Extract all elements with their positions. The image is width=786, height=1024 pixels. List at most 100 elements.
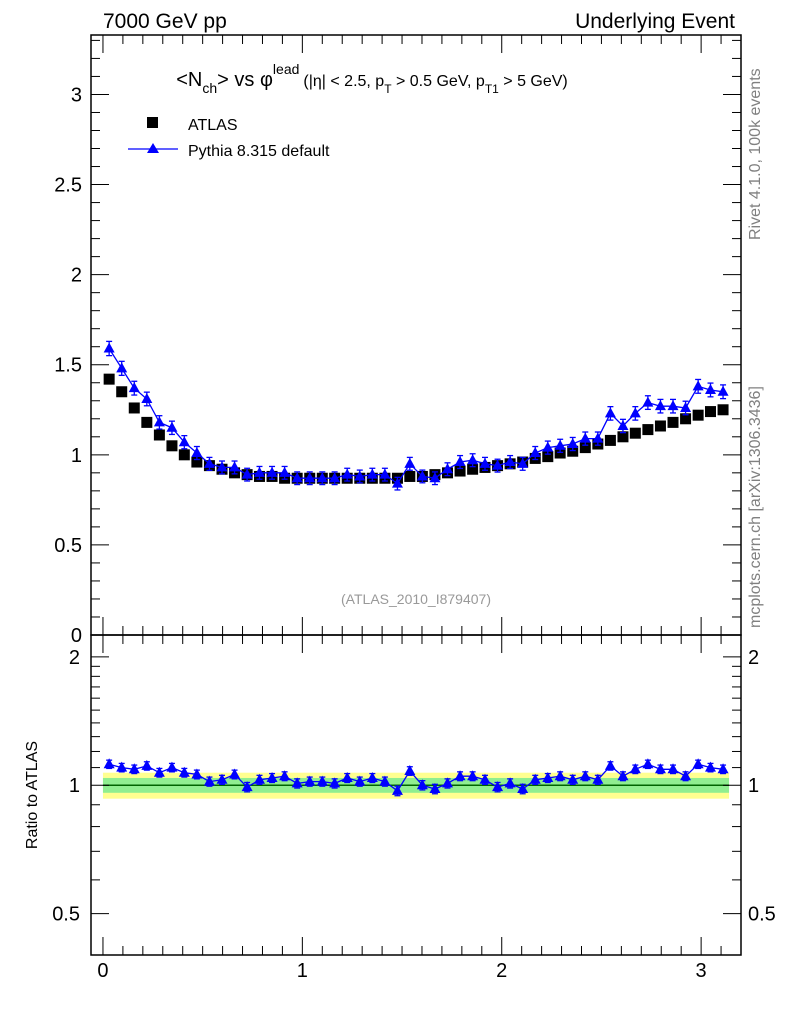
pythia-point [203, 457, 215, 468]
ratio-ytick-label-left: 0.5 [52, 904, 80, 926]
atlas-point [166, 440, 178, 452]
title-cuts: (|η| < 2.5, p [303, 73, 384, 90]
ratio-data-layer [103, 758, 729, 797]
ratio-point [429, 782, 441, 793]
pythia-point [454, 456, 466, 467]
chart-title: <Nch> vs φlead(|η| < 2.5, pT > 0.5 GeV, … [176, 61, 568, 96]
ratio-point [116, 761, 128, 772]
ratio-point [279, 770, 291, 781]
pythia-point [642, 396, 654, 407]
pythia-point [391, 477, 403, 488]
pythia-point [354, 470, 366, 481]
ratio-frame [90, 634, 742, 956]
ratio-point [629, 763, 641, 774]
pythia-point [517, 457, 529, 468]
main-data-layer [103, 340, 729, 491]
atlas-point [567, 445, 579, 457]
ratio-point [704, 761, 716, 772]
rivet-version-text: Rivet 4.1.0, 100k events [747, 68, 764, 240]
ratio-point [467, 770, 479, 781]
ratio-point [542, 771, 554, 782]
pythia-point [116, 362, 128, 373]
atlas-point [116, 386, 128, 398]
atlas-point [141, 416, 153, 428]
pythia-point [416, 470, 428, 481]
pythia-point [253, 466, 265, 477]
ratio-point [178, 766, 190, 777]
pythia-point [404, 457, 416, 468]
ratio-ylabel: Ratio to ATLAS [24, 741, 41, 849]
ratio-point [316, 775, 328, 786]
atlas-point [404, 470, 416, 482]
ratio-point [229, 768, 241, 779]
ratio-xtick-label: 2 [496, 960, 507, 982]
ratio-point [692, 758, 704, 769]
pythia-point [692, 380, 704, 391]
pythia-point [579, 432, 591, 443]
ratio-point [592, 773, 604, 784]
ratio-point [329, 777, 341, 788]
title-sub-t: T [384, 82, 392, 96]
pythia-point [103, 342, 115, 353]
ratio-point [604, 759, 616, 770]
pythia-point [266, 466, 278, 477]
pythia-point [291, 472, 303, 483]
ratio-point [166, 761, 178, 772]
ratio-point [404, 764, 416, 775]
pythia-point [592, 432, 604, 443]
pythia-point [442, 463, 454, 474]
atlas-point [704, 406, 716, 418]
legend-atlas-label: ATLAS [188, 117, 238, 134]
ratio-point [442, 777, 454, 788]
mcplots-url-text: mcplots.cern.ch [arXiv:1306.3436] [747, 386, 764, 628]
pythia-point [467, 454, 479, 465]
atlas-point [153, 429, 165, 441]
atlas-point [579, 442, 591, 454]
main-ytick-label: 2.5 [54, 175, 82, 197]
ratio-ytick-label-right: 2 [748, 647, 759, 669]
main-axis-ticks: 0 0.5 1 1.5 2 2.5 3 [54, 35, 741, 647]
ratio-point [391, 784, 403, 795]
ratio-point [379, 775, 391, 786]
ratio-point [191, 768, 203, 779]
pythia-point [429, 472, 441, 483]
pythia-point [479, 457, 491, 468]
ratio-point [216, 773, 228, 784]
pythia-point [366, 468, 378, 479]
legend: ATLAS Pythia 8.315 default [128, 117, 330, 160]
pythia-point [316, 472, 328, 483]
ratio-ytick-label-right: 0.5 [748, 904, 776, 926]
title-lhs: <N [176, 69, 202, 91]
ratio-point [416, 779, 428, 790]
ratio-point [579, 770, 591, 781]
main-ytick-label: 1 [71, 445, 82, 467]
title-sub-t1: T1 [485, 82, 499, 96]
ratio-xtick-label: 3 [696, 960, 707, 982]
atlas-point [191, 456, 203, 468]
pythia-point [153, 416, 165, 427]
ratio-point [717, 763, 729, 774]
main-ytick-label: 3 [71, 84, 82, 106]
atlas-point [103, 373, 115, 385]
ratio-point [567, 773, 579, 784]
ratio-ytick-label-left: 2 [69, 647, 80, 669]
pythia-point [379, 468, 391, 479]
atlas-point [692, 409, 704, 421]
pythia-point [341, 468, 353, 479]
ratio-point [354, 775, 366, 786]
title-mid: > vs [217, 69, 260, 91]
analysis-tag: (ATLAS_2010_I879407) [341, 591, 491, 607]
atlas-point [642, 424, 654, 436]
pythia-point [629, 407, 641, 418]
ratio-xtick-label: 0 [97, 960, 108, 982]
title-cut2: > 0.5 GeV, p [392, 73, 485, 90]
atlas-point [717, 404, 729, 416]
pythia-point [617, 419, 629, 430]
pythia-point [191, 447, 203, 458]
pythia-point [216, 461, 228, 472]
atlas-point [542, 451, 554, 463]
ratio-point [304, 775, 316, 786]
pythia-point [542, 441, 554, 452]
legend-pythia-label: Pythia 8.315 default [188, 143, 330, 160]
ratio-point [153, 766, 165, 777]
